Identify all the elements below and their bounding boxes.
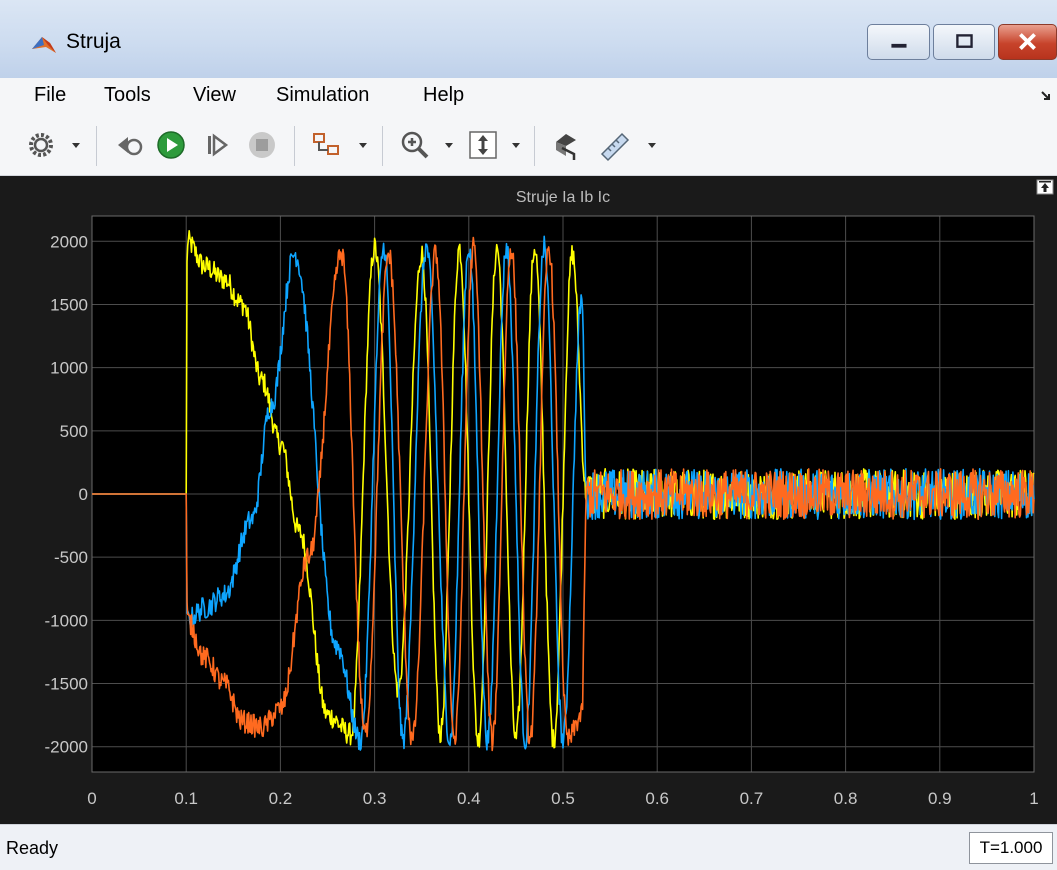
chart-title: Struje Ia Ib Ic: [516, 189, 610, 206]
toolbar: [0, 116, 1057, 176]
close-button[interactable]: [998, 24, 1057, 60]
status-bar: Ready T=1.000: [0, 824, 1057, 870]
menu-bar: File Tools View Simulation Help: [0, 78, 1057, 116]
y-tick-label: 1500: [50, 295, 88, 314]
window-title: Struja: [66, 30, 121, 53]
series-line: [92, 236, 1035, 752]
run-icon[interactable]: [154, 128, 188, 162]
stop-icon[interactable]: [245, 128, 279, 162]
matlab-logo-icon: [32, 37, 56, 53]
settings-gear-icon[interactable]: [24, 128, 58, 162]
x-tick-label: 0.3: [363, 789, 387, 808]
x-tick-label: 0.4: [457, 789, 481, 808]
x-tick-label: 0.2: [269, 789, 293, 808]
measurements-dropdown-arrow[interactable]: [648, 143, 656, 148]
y-tick-label: 1000: [50, 359, 88, 378]
close-icon: [1019, 33, 1036, 50]
y-tick-label: 500: [60, 422, 88, 441]
y-tick-label: 2000: [50, 232, 88, 251]
x-tick-label: 1: [1029, 789, 1038, 808]
scale-axes-icon[interactable]: [466, 128, 500, 162]
x-tick-label: 0.5: [551, 789, 575, 808]
x-tick-label: 0: [87, 789, 96, 808]
maximize-button[interactable]: [933, 24, 995, 60]
menu-tools[interactable]: Tools: [104, 84, 151, 106]
x-tick-label: 0.8: [834, 789, 858, 808]
y-tick-label: 0: [79, 485, 88, 504]
toolbar-separator: [382, 126, 383, 166]
simulation-time: T=1.000: [969, 832, 1053, 864]
step-back-icon[interactable]: [112, 128, 146, 162]
menu-view[interactable]: View: [193, 84, 236, 106]
toolbar-separator: [96, 126, 97, 166]
y-tick-label: -500: [54, 548, 88, 567]
zoom-in-icon[interactable]: [398, 128, 432, 162]
signal-selector-dropdown-arrow[interactable]: [359, 143, 367, 148]
x-tick-label: 0.6: [645, 789, 669, 808]
undock-icon[interactable]: [1036, 179, 1054, 195]
toolbar-separator: [534, 126, 535, 166]
step-forward-icon[interactable]: [200, 128, 234, 162]
scale-axes-dropdown-arrow[interactable]: [512, 143, 520, 148]
toolbar-dock-arrow-icon[interactable]: [1040, 90, 1052, 104]
zoom-dropdown-arrow[interactable]: [445, 143, 453, 148]
settings-dropdown-arrow[interactable]: [72, 143, 80, 148]
scope-plot[interactable]: 0 0.1 0.2 0.3 0.4 0.5 0.6 0.7 0.8 0.9 1 2000 1500 100…: [0, 176, 1057, 824]
y-tick-label: -2000: [45, 738, 88, 757]
toolbar-separator: [294, 126, 295, 166]
maximize-icon: [956, 34, 973, 48]
x-tick-label: 0.7: [740, 789, 764, 808]
y-tick-label: -1000: [45, 611, 88, 630]
x-tick-label: 0.1: [174, 789, 198, 808]
measurements-icon[interactable]: [598, 128, 632, 162]
signal-selector-icon[interactable]: [310, 128, 344, 162]
menu-file[interactable]: File: [34, 84, 67, 106]
status-text: Ready: [6, 838, 59, 858]
menu-simulation[interactable]: Simulation: [276, 84, 370, 106]
highlight-block-icon[interactable]: [550, 128, 584, 162]
menu-help[interactable]: Help: [423, 84, 465, 106]
minimize-button[interactable]: [867, 24, 930, 60]
y-tick-label: -1500: [45, 675, 88, 694]
x-tick-label: 0.9: [928, 789, 952, 808]
title-bar[interactable]: Struja: [0, 0, 1057, 78]
minimize-icon: [891, 43, 907, 48]
